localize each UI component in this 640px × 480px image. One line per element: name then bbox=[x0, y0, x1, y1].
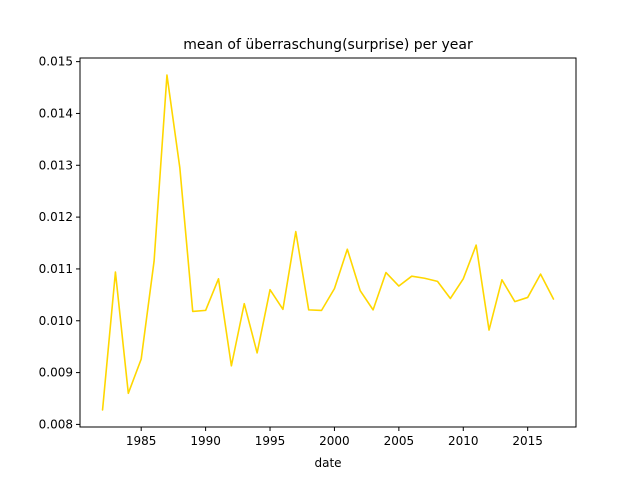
x-tick-label: 2015 bbox=[512, 434, 543, 448]
x-tick-label: 1995 bbox=[255, 434, 286, 448]
series-line bbox=[101, 74, 555, 411]
y-tick-label: 0.009 bbox=[39, 366, 73, 380]
axes-frame bbox=[79, 57, 577, 428]
y-tick-label: 0.014 bbox=[39, 106, 73, 120]
x-tick-label: 1985 bbox=[126, 434, 157, 448]
x-tick-label: 2005 bbox=[384, 434, 415, 448]
x-axis-label: date bbox=[314, 456, 341, 470]
x-tick-label: 1990 bbox=[190, 434, 221, 448]
y-tick-label: 0.010 bbox=[39, 314, 73, 328]
y-tick-label: 0.008 bbox=[39, 417, 73, 431]
y-tick-label: 0.015 bbox=[39, 55, 73, 69]
y-tick-label: 0.012 bbox=[39, 210, 73, 224]
x-tick-label: 2000 bbox=[319, 434, 350, 448]
plot-area: 1985 1990 1995 2000 2005 2010 2015 0.008 0.009 0.… bbox=[39, 55, 555, 448]
y-tick-label: 0.013 bbox=[39, 158, 73, 172]
x-tick-label: 2010 bbox=[448, 434, 479, 448]
y-tick-label: 0.011 bbox=[39, 262, 73, 276]
chart-title: mean of überraschung(surprise) per year bbox=[183, 37, 473, 53]
